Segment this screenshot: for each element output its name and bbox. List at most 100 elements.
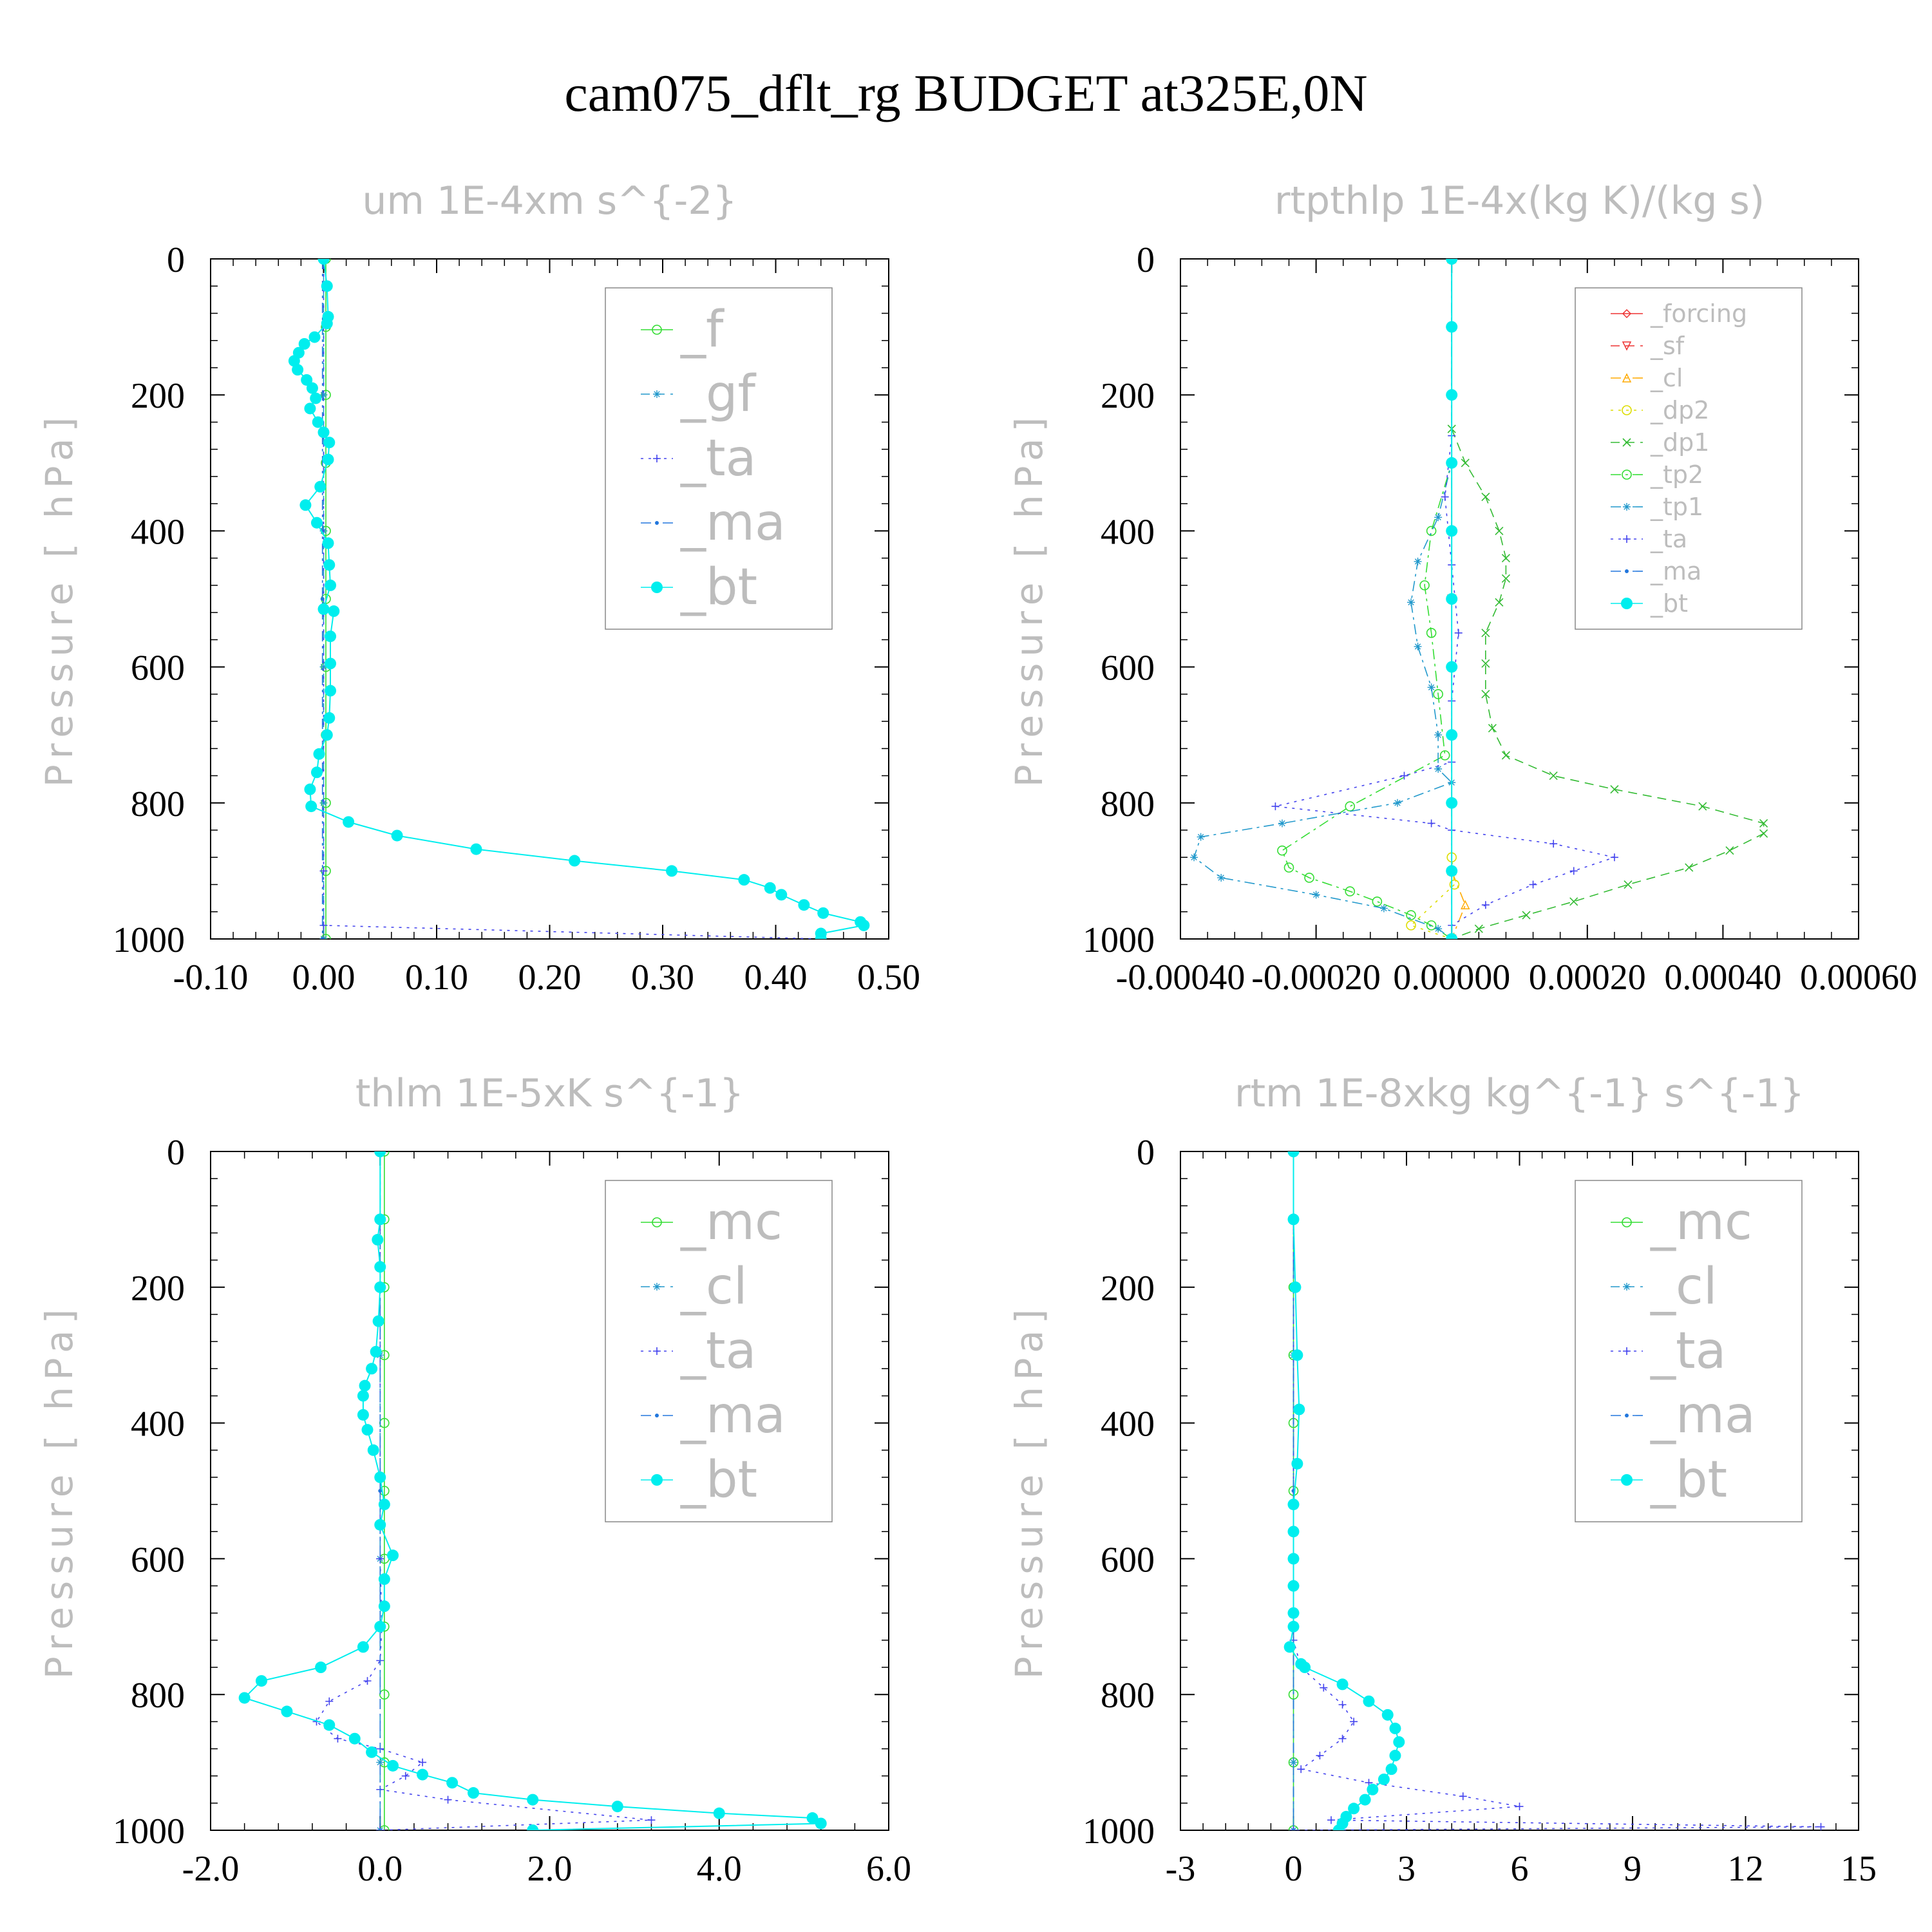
data-point-bt [386,1759,399,1772]
data-point-dp1 [1481,493,1490,502]
data-point-bt [417,1768,429,1781]
legend-label-ma: _ma [1650,557,1701,585]
legend-label-gf: _gf [680,365,757,423]
data-point-ta [1289,1826,1298,1830]
legend: _f _gf _ta _ma _bt [605,287,833,630]
data-point-bt [325,685,337,697]
legend-marker-sf [1622,341,1632,351]
data-point-dp1 [1495,526,1504,535]
data-point-bt [1287,1213,1300,1226]
data-point-bt [1299,1662,1311,1674]
x-tick-label: 0.10 [405,958,468,998]
data-point-dp1 [1549,771,1558,781]
y-tick-label: 800 [1101,1676,1155,1716]
data-point-bt [858,919,870,931]
data-point-ta [444,1795,452,1804]
data-point-bt [288,355,300,367]
data-point-dp2 [1449,879,1460,890]
data-point-tp2 [1426,627,1437,638]
data-point-dp1 [1522,911,1531,920]
x-tick-label: -0.00040 [1116,958,1245,998]
data-point-bt [357,1408,369,1421]
data-point-bt [1293,1403,1305,1416]
data-point-bt [374,1620,386,1633]
data-point-ta [1400,772,1408,780]
data-point-bt [470,843,482,855]
y-tick-label: 0 [167,240,185,280]
data-point-bt [310,766,323,779]
data-point-bt [1363,1695,1375,1707]
data-point-bt [1359,1794,1371,1806]
y-tick-label: 0 [167,1133,185,1173]
panel-title: thlm 1E-5xK s^{-1} [355,1071,744,1116]
data-point-bt [323,437,336,449]
legend-marker-tp2 [1622,469,1632,480]
y-tick-label: 1000 [1083,920,1155,960]
data-point-bt [301,374,313,386]
data-point-dp1 [1495,598,1504,607]
data-point-tp1 [1190,853,1198,862]
panel-title: rtm 1E-8xkg kg^{-1} s^{-1} [1235,1071,1804,1116]
legend-marker-cl [1623,1283,1631,1291]
data-point-bt [372,1315,384,1327]
x-tick-label: 3 [1397,1849,1416,1889]
data-point-bt [1283,1641,1296,1653]
data-point-bt [815,1817,827,1830]
data-point-dp1 [1501,751,1511,760]
legend-label-sf: _sf [1650,332,1685,360]
legend-marker-ta [1623,535,1631,543]
panel-title: rtpthlp 1E-4x(kg K)/(kg s) [1274,178,1765,223]
data-point-gf [319,799,328,807]
data-point-bt [798,899,810,911]
data-point-bt [361,1424,374,1436]
data-point-ma [1291,1828,1296,1830]
data-point-bt [321,317,333,330]
data-point-ta [1338,1701,1347,1709]
legend-label-dp1: _dp1 [1650,428,1709,457]
data-point-dp1 [1481,659,1490,668]
legend-label-bt: _bt [680,1451,757,1509]
y-axis-label: Pressure [ hPa] [1007,1303,1051,1679]
data-point-mc [379,1151,390,1157]
data-point-bt [238,1692,251,1704]
data-point-bt [367,1444,379,1456]
data-point-bt [1446,457,1458,469]
data-point-bt [1446,259,1458,265]
legend-label-cl: _cl [1650,1258,1718,1316]
data-point-ta [1338,1734,1347,1743]
data-point-bt [527,1794,539,1806]
legend: _mc _cl _ta _ma _bt [605,1180,833,1522]
data-point-bt [292,364,304,376]
y-tick-label: 200 [131,1269,185,1309]
data-point-bt [305,800,317,813]
data-point-tp2 [1345,886,1356,896]
data-point-dp1 [1685,863,1694,872]
x-tick-label: 0.00000 [1393,958,1510,998]
data-point-bt [1332,1824,1345,1830]
data-point-ta [1427,819,1435,828]
series-group [1283,1151,1825,1830]
data-point-bt [304,402,316,415]
data-point-bt [325,579,337,591]
data-point-bt [366,1363,378,1375]
data-point-bt [1446,593,1458,605]
chart-panel-4: rtm 1E-8xkg kg^{-1} s^{-1} Pressure [ hPa… [1007,1071,1877,1889]
y-tick-label: 200 [1101,376,1155,416]
x-tick-label: 0.20 [518,958,582,998]
chart-panel-3: thlm 1E-5xK s^{-1} Pressure [ hPa] -2.0 0.0… [37,1071,911,1889]
data-point-tp1 [1414,642,1422,650]
data-point-bt [374,1519,386,1531]
data-point-tp1 [1434,513,1443,522]
x-tick-label: 12 [1728,1849,1764,1889]
data-point-bt [1446,729,1458,741]
data-point-dp1 [1461,459,1470,468]
data-point-bt [321,280,333,292]
data-point-bt [317,259,330,265]
legend-marker-cl [653,1283,661,1291]
y-tick-label: 1000 [113,1812,185,1852]
series-group [1190,259,1768,939]
data-point-bt [713,1807,725,1819]
x-tick-label: -3 [1166,1849,1196,1889]
data-point-ta [401,1772,410,1780]
legend-label-ma: _ma [1650,1387,1756,1444]
